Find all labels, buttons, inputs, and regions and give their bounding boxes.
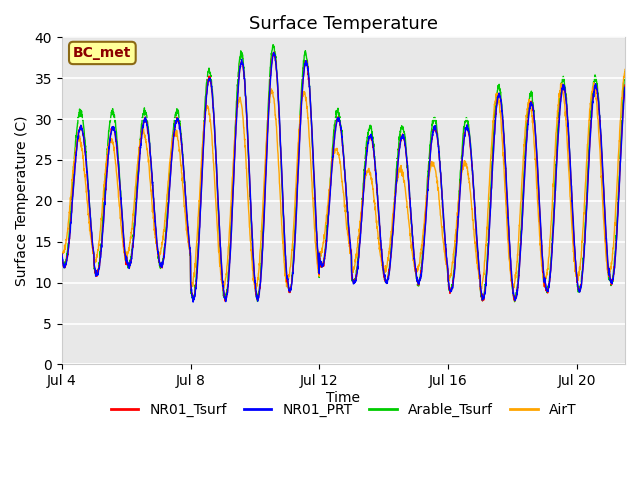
AirT	[265, 106, 273, 112]
Arable_Tsurf	[139, 115, 147, 121]
NR01_Tsurf	[456, 189, 463, 195]
NR01_PRT	[558, 86, 566, 92]
Arable_Tsurf	[358, 211, 365, 216]
Arable_Tsurf	[558, 80, 566, 85]
Title: Surface Temperature: Surface Temperature	[249, 15, 438, 33]
AirT	[621, 67, 629, 72]
Legend: NR01_Tsurf, NR01_PRT, Arable_Tsurf, AirT: NR01_Tsurf, NR01_PRT, Arable_Tsurf, AirT	[105, 397, 582, 423]
X-axis label: Time: Time	[326, 391, 360, 405]
NR01_Tsurf	[265, 103, 273, 108]
NR01_Tsurf	[139, 123, 147, 129]
NR01_PRT	[555, 125, 563, 131]
Y-axis label: Surface Temperature (C): Surface Temperature (C)	[15, 116, 29, 286]
NR01_Tsurf	[621, 82, 629, 88]
AirT	[357, 209, 365, 215]
NR01_Tsurf	[271, 49, 278, 55]
AirT	[477, 287, 484, 292]
NR01_Tsurf	[358, 213, 365, 219]
NR01_PRT	[139, 124, 147, 130]
NR01_PRT	[189, 299, 197, 305]
NR01_Tsurf	[221, 299, 229, 304]
NR01_PRT	[621, 84, 629, 90]
NR01_PRT	[265, 104, 273, 110]
NR01_PRT	[456, 192, 463, 198]
NR01_Tsurf	[58, 252, 66, 258]
Arable_Tsurf	[269, 42, 277, 48]
Line: NR01_PRT: NR01_PRT	[62, 52, 625, 302]
Arable_Tsurf	[456, 181, 463, 187]
AirT	[58, 251, 66, 256]
Arable_Tsurf	[58, 257, 66, 263]
Line: Arable_Tsurf: Arable_Tsurf	[62, 45, 625, 302]
AirT	[554, 102, 562, 108]
Arable_Tsurf	[265, 94, 273, 100]
NR01_Tsurf	[555, 127, 563, 132]
NR01_PRT	[269, 49, 277, 55]
Text: BC_met: BC_met	[73, 46, 132, 60]
Line: AirT: AirT	[62, 70, 625, 289]
AirT	[139, 129, 147, 135]
Arable_Tsurf	[555, 113, 563, 119]
NR01_Tsurf	[558, 85, 566, 91]
AirT	[456, 193, 463, 199]
NR01_PRT	[358, 218, 365, 224]
Arable_Tsurf	[511, 299, 518, 305]
AirT	[558, 84, 566, 90]
Line: NR01_Tsurf: NR01_Tsurf	[62, 52, 625, 301]
Arable_Tsurf	[621, 69, 629, 74]
NR01_PRT	[58, 251, 66, 257]
